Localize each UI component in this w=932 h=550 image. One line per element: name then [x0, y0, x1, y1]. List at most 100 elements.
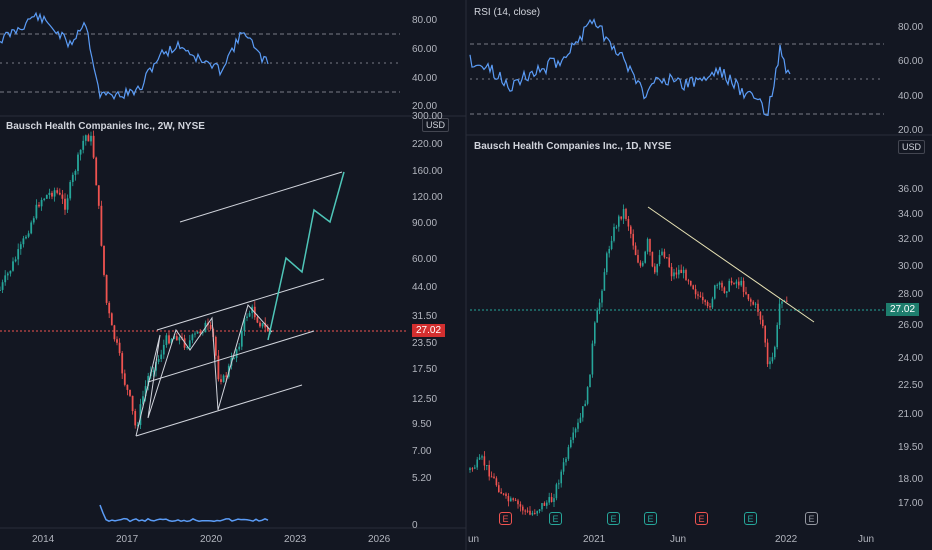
- left-candle: [100, 205, 103, 246]
- right-candle: [766, 342, 769, 365]
- left-candle: [168, 335, 170, 344]
- left-candle: [30, 222, 33, 234]
- rsi-indicator-title[interactable]: RSI (14, close): [474, 7, 541, 18]
- left-price-tick: 17.50: [412, 364, 438, 375]
- right-candle: [740, 280, 742, 286]
- left-price-tick: 9.50: [412, 419, 432, 430]
- right-candle: [668, 257, 670, 267]
- right-price-tick: 21.00: [898, 409, 924, 420]
- left-candle: [58, 192, 61, 195]
- left-candle: [103, 245, 105, 275]
- left-candle: [48, 192, 51, 195]
- right-candle: [762, 319, 764, 327]
- right-rsi-tick: 80.00: [898, 22, 924, 33]
- right-candle: [543, 503, 546, 506]
- right-candle: [534, 512, 536, 514]
- right-candle: [721, 282, 723, 288]
- right-candle: [584, 403, 586, 407]
- right-candle: [507, 496, 510, 502]
- left-candle: [64, 198, 66, 210]
- right-candle: [774, 347, 776, 358]
- left-candle: [248, 313, 251, 317]
- earnings-marker[interactable]: E: [805, 512, 818, 525]
- earnings-marker[interactable]: E: [644, 512, 657, 525]
- right-candle: [536, 511, 538, 514]
- left-price-tick: 44.00: [412, 282, 438, 293]
- right-candle: [490, 476, 493, 478]
- left-x-tick: 2026: [368, 534, 391, 545]
- earnings-marker[interactable]: E: [744, 512, 757, 525]
- left-candle: [170, 338, 173, 344]
- right-price-tick: 32.00: [898, 234, 924, 245]
- right-candle: [711, 298, 714, 308]
- right-candle: [538, 509, 541, 512]
- right-candle: [481, 456, 483, 458]
- right-candle: [666, 257, 668, 259]
- right-candle: [735, 281, 738, 284]
- right-candle: [649, 239, 651, 252]
- left-price-tick: 23.50: [412, 338, 438, 349]
- left-candle: [123, 373, 126, 385]
- right-candle: [764, 326, 766, 343]
- left-price-tick: 90.00: [412, 218, 438, 229]
- right-candle: [690, 280, 692, 286]
- right-candle: [716, 284, 718, 286]
- right-candle: [570, 439, 572, 448]
- left-price-tick: 120.00: [412, 192, 443, 203]
- left-candle: [144, 386, 147, 397]
- left-currency-badge[interactable]: USD: [422, 118, 450, 132]
- right-candle: [577, 422, 579, 429]
- right-candle: [483, 456, 486, 466]
- right-candle: [603, 272, 606, 291]
- right-candle: [579, 417, 582, 423]
- right-rsi-line: [469, 17, 791, 116]
- right-candle: [661, 251, 663, 256]
- left-candle: [90, 135, 92, 142]
- left-x-tick: 2020: [200, 534, 223, 545]
- right-candle: [524, 510, 526, 512]
- right-candle: [567, 447, 570, 459]
- right-price-tick: 30.00: [898, 261, 924, 272]
- right-candle: [500, 492, 502, 494]
- right-candle: [546, 502, 548, 506]
- right-candle: [606, 253, 608, 273]
- left-candle: [240, 330, 243, 347]
- right-candle: [776, 325, 778, 348]
- left-candle: [9, 270, 12, 274]
- right-candle: [474, 467, 476, 469]
- left-candle: [243, 317, 246, 331]
- right-candle: [699, 295, 702, 297]
- channel-upper-line: [156, 278, 325, 331]
- right-candle: [522, 506, 524, 511]
- left-candle: [175, 336, 178, 341]
- right-candle: [495, 478, 498, 486]
- right-candle: [718, 282, 721, 285]
- channel-lower-line: [135, 384, 303, 437]
- right-candle: [591, 343, 594, 375]
- left-candle: [19, 244, 22, 250]
- left-candle: [225, 375, 228, 377]
- left-candle: [121, 353, 124, 374]
- left-price-tick: 220.00: [412, 139, 443, 150]
- right-candle: [618, 216, 620, 227]
- right-candle: [526, 510, 529, 512]
- earnings-marker[interactable]: E: [607, 512, 620, 525]
- right-candle: [517, 500, 519, 505]
- earnings-marker[interactable]: E: [499, 512, 512, 525]
- left-candle: [173, 336, 176, 339]
- right-candle: [642, 262, 644, 266]
- right-price-tick: 28.00: [898, 289, 924, 300]
- earnings-marker[interactable]: E: [695, 512, 708, 525]
- right-candle: [673, 272, 675, 277]
- left-x-tick: 2023: [284, 534, 307, 545]
- right-currency-badge[interactable]: USD: [898, 140, 926, 154]
- left-volume-tick: 0: [412, 520, 418, 531]
- earnings-marker[interactable]: E: [549, 512, 562, 525]
- left-candle: [196, 331, 199, 334]
- left-candle: [105, 274, 108, 303]
- right-candle: [601, 290, 603, 303]
- left-candle: [129, 389, 131, 396]
- right-candle: [586, 387, 589, 404]
- right-candle: [622, 208, 625, 219]
